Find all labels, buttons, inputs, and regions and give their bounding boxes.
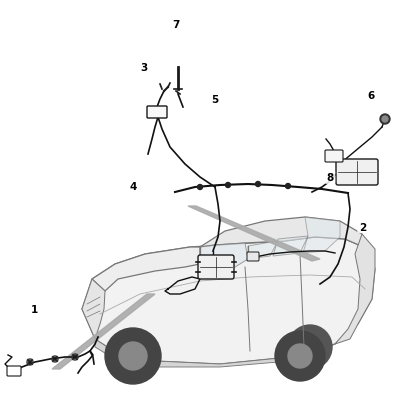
Polygon shape <box>273 236 308 256</box>
FancyBboxPatch shape <box>7 366 21 376</box>
Polygon shape <box>188 207 320 261</box>
Polygon shape <box>200 218 368 249</box>
Text: 6: 6 <box>367 91 374 101</box>
Text: 5: 5 <box>211 95 218 105</box>
Circle shape <box>198 185 202 190</box>
FancyBboxPatch shape <box>247 252 259 261</box>
FancyBboxPatch shape <box>147 107 167 119</box>
Text: 2: 2 <box>359 222 366 232</box>
Text: 7: 7 <box>173 20 180 29</box>
Text: 1: 1 <box>31 304 38 314</box>
Circle shape <box>105 328 161 384</box>
FancyBboxPatch shape <box>325 151 343 163</box>
Polygon shape <box>200 243 248 267</box>
Polygon shape <box>335 234 375 344</box>
Polygon shape <box>82 279 105 339</box>
Polygon shape <box>82 237 375 364</box>
Circle shape <box>382 117 388 123</box>
Polygon shape <box>303 218 340 254</box>
Circle shape <box>288 325 332 369</box>
Polygon shape <box>92 247 200 291</box>
FancyBboxPatch shape <box>336 160 378 186</box>
Circle shape <box>275 331 325 381</box>
Text: 3: 3 <box>140 63 147 72</box>
FancyBboxPatch shape <box>198 255 234 279</box>
Circle shape <box>286 184 290 189</box>
Circle shape <box>288 344 312 368</box>
Circle shape <box>226 183 230 188</box>
Polygon shape <box>95 339 335 367</box>
Text: 8: 8 <box>326 173 334 183</box>
Circle shape <box>256 182 260 187</box>
Polygon shape <box>248 241 278 259</box>
Polygon shape <box>52 294 155 369</box>
Text: 4: 4 <box>130 181 137 191</box>
Circle shape <box>380 115 390 125</box>
Circle shape <box>119 342 147 370</box>
